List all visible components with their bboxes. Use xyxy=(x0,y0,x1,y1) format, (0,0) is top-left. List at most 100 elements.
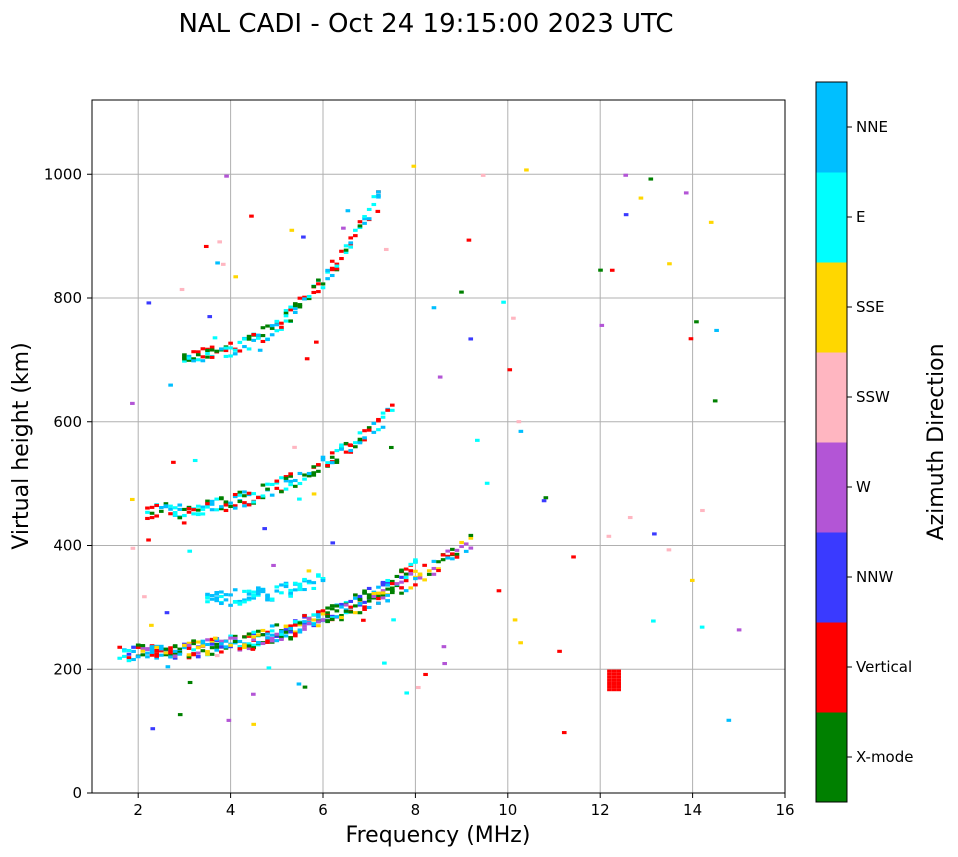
echo-point xyxy=(442,661,447,666)
echo-point xyxy=(454,548,460,552)
echo-point xyxy=(334,460,340,464)
echo-point xyxy=(181,521,187,525)
echo-point xyxy=(334,262,340,266)
echo-point xyxy=(440,558,446,562)
echo-point xyxy=(154,514,159,518)
echo-point xyxy=(237,340,243,344)
echo-point xyxy=(311,622,317,626)
y-tick-label: 800 xyxy=(53,289,82,307)
echo-point xyxy=(385,580,390,584)
echo-point xyxy=(403,567,409,571)
echo-point xyxy=(150,727,156,731)
echo-point xyxy=(219,507,224,511)
echo-point xyxy=(232,639,238,644)
echo-point xyxy=(389,591,395,595)
echo-point xyxy=(146,301,152,305)
echo-point xyxy=(389,582,395,586)
echo-point xyxy=(186,653,192,657)
echo-point xyxy=(297,481,303,486)
echo-point xyxy=(186,510,192,514)
echo-point xyxy=(339,618,344,622)
echo-point xyxy=(205,505,210,509)
echo-point xyxy=(385,583,390,587)
echo-point xyxy=(168,383,173,387)
echo-point xyxy=(158,509,164,513)
echo-point xyxy=(362,429,367,433)
echo-point xyxy=(362,221,367,225)
echo-point xyxy=(441,645,447,649)
echo-point xyxy=(389,579,395,583)
echo-point xyxy=(269,493,275,497)
echo-point xyxy=(320,458,326,462)
echo-point xyxy=(205,352,210,356)
colorbar-tick-label: SSE xyxy=(856,298,885,316)
echo-point xyxy=(316,469,321,473)
echo-point xyxy=(371,421,377,425)
x-tick-label: 4 xyxy=(226,801,236,819)
echo-point xyxy=(366,426,372,430)
echo-point xyxy=(302,627,307,631)
echo-point xyxy=(431,559,437,563)
echo-point xyxy=(339,602,344,607)
y-axis-ticks: 0 200 400 600 800 1000 xyxy=(44,165,92,802)
echo-point xyxy=(200,642,206,646)
echo-point xyxy=(131,645,136,649)
echo-point xyxy=(168,504,173,508)
echo-point xyxy=(223,500,229,504)
echo-point xyxy=(376,190,381,194)
echo-point xyxy=(145,516,150,521)
echo-point xyxy=(366,593,372,597)
echo-point xyxy=(126,659,132,663)
echo-point xyxy=(205,592,210,596)
echo-point xyxy=(353,604,358,608)
colorbar-label: Azimuth Direction xyxy=(924,343,949,540)
echo-point xyxy=(232,495,238,499)
echo-point xyxy=(431,566,437,571)
echo-point xyxy=(361,618,366,622)
echo-point xyxy=(171,460,176,464)
echo-point xyxy=(251,338,257,342)
echo-point xyxy=(376,428,381,432)
grid-lines xyxy=(92,100,786,794)
echo-point xyxy=(256,643,261,647)
echo-point xyxy=(366,599,372,603)
echo-point xyxy=(283,630,289,634)
echo-point xyxy=(242,635,247,639)
echo-point xyxy=(403,576,409,580)
echo-point xyxy=(186,356,192,360)
echo-point xyxy=(343,244,349,248)
echo-point xyxy=(168,649,173,653)
echo-point xyxy=(289,228,295,232)
echo-point xyxy=(223,354,229,358)
echo-point xyxy=(320,282,326,286)
echo-point xyxy=(366,217,372,221)
echo-point xyxy=(262,527,267,531)
echo-point xyxy=(334,609,340,613)
echo-point xyxy=(237,493,243,497)
echo-point xyxy=(316,610,321,614)
echo-point xyxy=(214,648,220,652)
echo-point xyxy=(246,644,252,648)
echo-point xyxy=(251,594,257,598)
echo-point xyxy=(209,594,215,598)
echo-point xyxy=(450,552,455,556)
echo-point xyxy=(292,307,298,311)
echo-point xyxy=(237,490,243,494)
echo-point xyxy=(325,619,330,623)
echo-point xyxy=(353,441,358,445)
echo-point xyxy=(219,645,224,649)
echo-point xyxy=(283,311,289,315)
echo-point xyxy=(431,306,437,310)
echo-point xyxy=(214,497,220,501)
echo-point xyxy=(251,500,257,504)
echo-point xyxy=(251,638,257,642)
echo-point xyxy=(163,502,169,506)
echo-point xyxy=(177,651,183,655)
echo-point xyxy=(306,579,312,583)
echo-point xyxy=(260,589,266,593)
echo-point xyxy=(712,399,718,403)
echo-point xyxy=(223,508,229,513)
echo-point xyxy=(149,511,155,515)
echo-point xyxy=(320,618,326,622)
echo-point xyxy=(607,688,612,692)
